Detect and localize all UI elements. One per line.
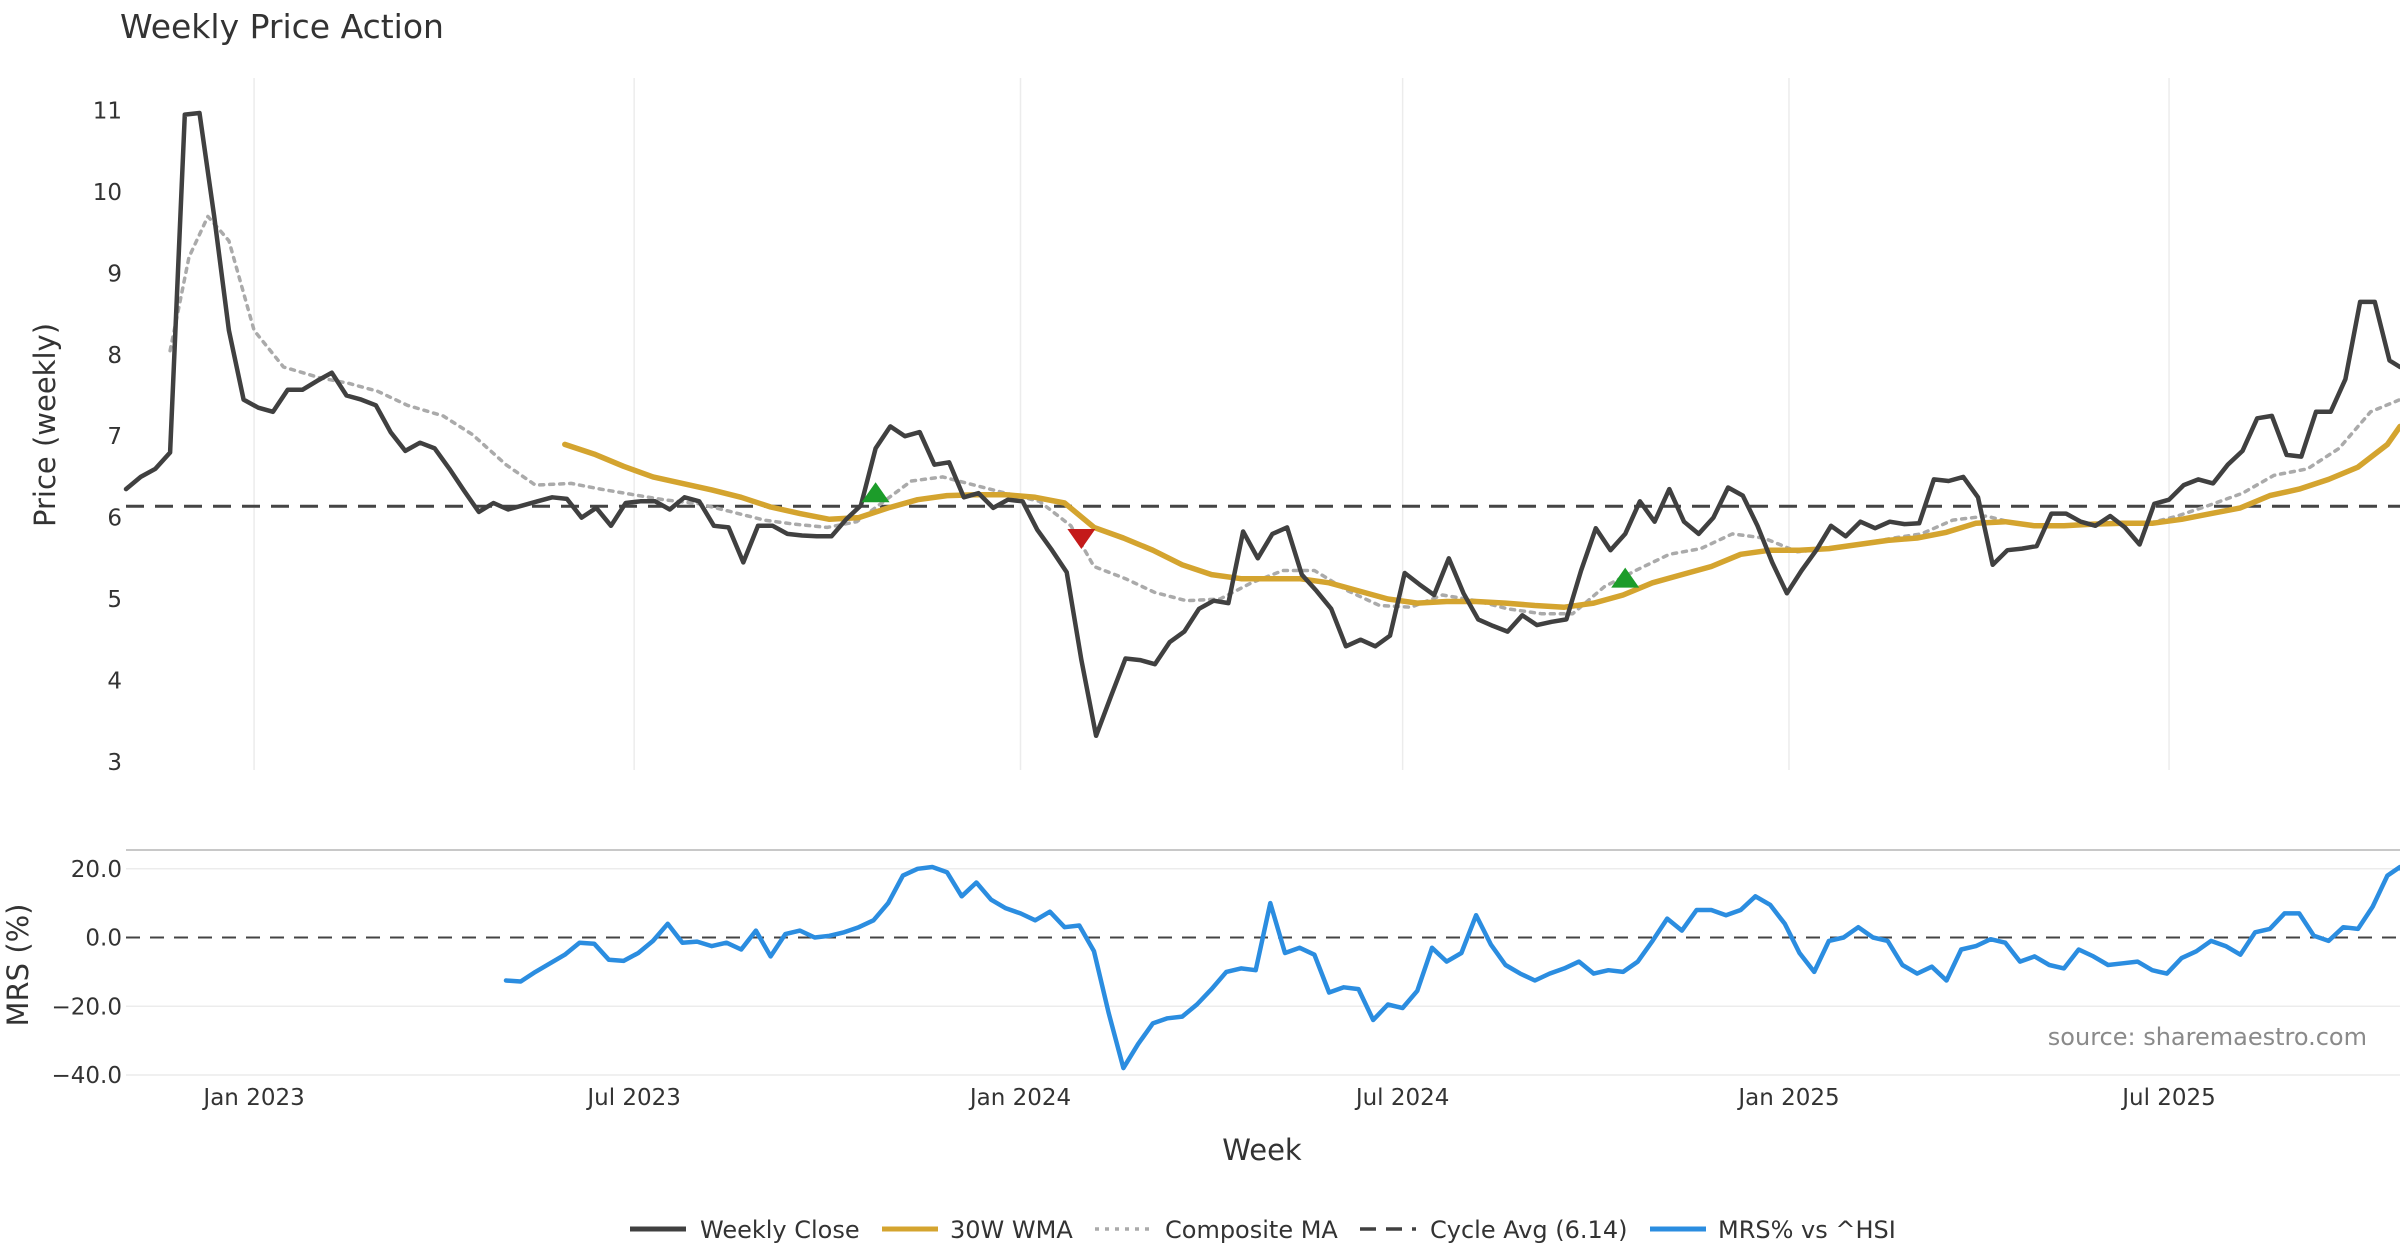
legend-entry: 30W WMA bbox=[882, 1216, 1073, 1244]
price-panel: 3 4 5 6 7 8 9 10 11 Price (weekly) bbox=[28, 78, 2400, 776]
price-series bbox=[123, 110, 2400, 739]
mrs-y-tick-label: 20.0 bbox=[71, 857, 122, 883]
mrs-y-axis-label: MRS (%) bbox=[1, 904, 35, 1027]
x-tick-label: Jan 2025 bbox=[1736, 1085, 1839, 1111]
mrs-panel: 20.0 0.0 −20.0 −40.0 MRS (%) source: sharem… bbox=[1, 849, 2400, 1089]
price-y-tick-label: 9 bbox=[107, 261, 122, 287]
x-tick-label: Jul 2024 bbox=[1354, 1085, 1450, 1111]
legend-entry: MRS% vs ^HSI bbox=[1650, 1216, 1896, 1244]
x-tick-label: Jul 2025 bbox=[2120, 1085, 2216, 1111]
buy-signal-marker bbox=[1611, 567, 1640, 588]
price-y-ticks: 3 4 5 6 7 8 9 10 11 bbox=[93, 99, 122, 776]
mrs-y-tick-label: −40.0 bbox=[52, 1063, 122, 1089]
wma-30w-line bbox=[562, 423, 2400, 610]
price-y-tick-label: 10 bbox=[93, 180, 122, 206]
legend-label: Composite MA bbox=[1165, 1216, 1338, 1244]
mrs-y-tick-label: −20.0 bbox=[52, 994, 122, 1020]
composite-ma-line bbox=[168, 214, 2400, 616]
price-y-tick-label: 11 bbox=[93, 99, 122, 125]
legend-label: Cycle Avg (6.14) bbox=[1430, 1216, 1627, 1244]
mrs-line bbox=[503, 864, 2400, 1071]
legend-label: MRS% vs ^HSI bbox=[1718, 1216, 1896, 1244]
legend: Weekly Close 30W WMA Composite MA Cycle Avg… bbox=[630, 1216, 1896, 1244]
weekly-close-line bbox=[123, 110, 2400, 739]
x-tick-label: Jan 2023 bbox=[201, 1085, 304, 1111]
legend-label: Weekly Close bbox=[700, 1216, 860, 1244]
mrs-horizontal-grid bbox=[126, 868, 2400, 1076]
legend-entry: Cycle Avg (6.14) bbox=[1360, 1216, 1627, 1244]
legend-label: 30W WMA bbox=[950, 1216, 1073, 1244]
legend-entry: Weekly Close bbox=[630, 1216, 860, 1244]
mrs-y-tick-label: 0.0 bbox=[85, 926, 122, 952]
source-note: source: sharemaestro.com bbox=[2048, 1023, 2367, 1051]
x-tick-label: Jan 2024 bbox=[968, 1085, 1071, 1111]
price-y-tick-label: 7 bbox=[107, 424, 122, 450]
mrs-y-ticks: 20.0 0.0 −20.0 −40.0 bbox=[52, 857, 122, 1089]
buy-signal-marker bbox=[861, 482, 890, 503]
price-y-tick-label: 4 bbox=[107, 668, 122, 694]
price-y-axis-label: Price (weekly) bbox=[28, 323, 62, 527]
x-axis-ticks: Jan 2023 Jul 2023 Jan 2024 Jul 2024 Jan 2025… bbox=[201, 1085, 2215, 1111]
price-y-tick-label: 8 bbox=[107, 343, 122, 369]
sell-signal-marker bbox=[1067, 528, 1096, 549]
chart-title: Weekly Price Action bbox=[120, 7, 444, 46]
legend-entry: Composite MA bbox=[1095, 1216, 1338, 1244]
price-y-tick-label: 3 bbox=[107, 750, 122, 776]
price-vertical-grid bbox=[253, 78, 2170, 770]
x-tick-label: Jul 2023 bbox=[585, 1085, 681, 1111]
mrs-series bbox=[503, 864, 2400, 1071]
price-y-tick-label: 6 bbox=[107, 506, 122, 532]
price-y-tick-label: 5 bbox=[107, 587, 122, 613]
x-axis-label: Week bbox=[1222, 1133, 1302, 1167]
signal-markers bbox=[861, 482, 1640, 588]
